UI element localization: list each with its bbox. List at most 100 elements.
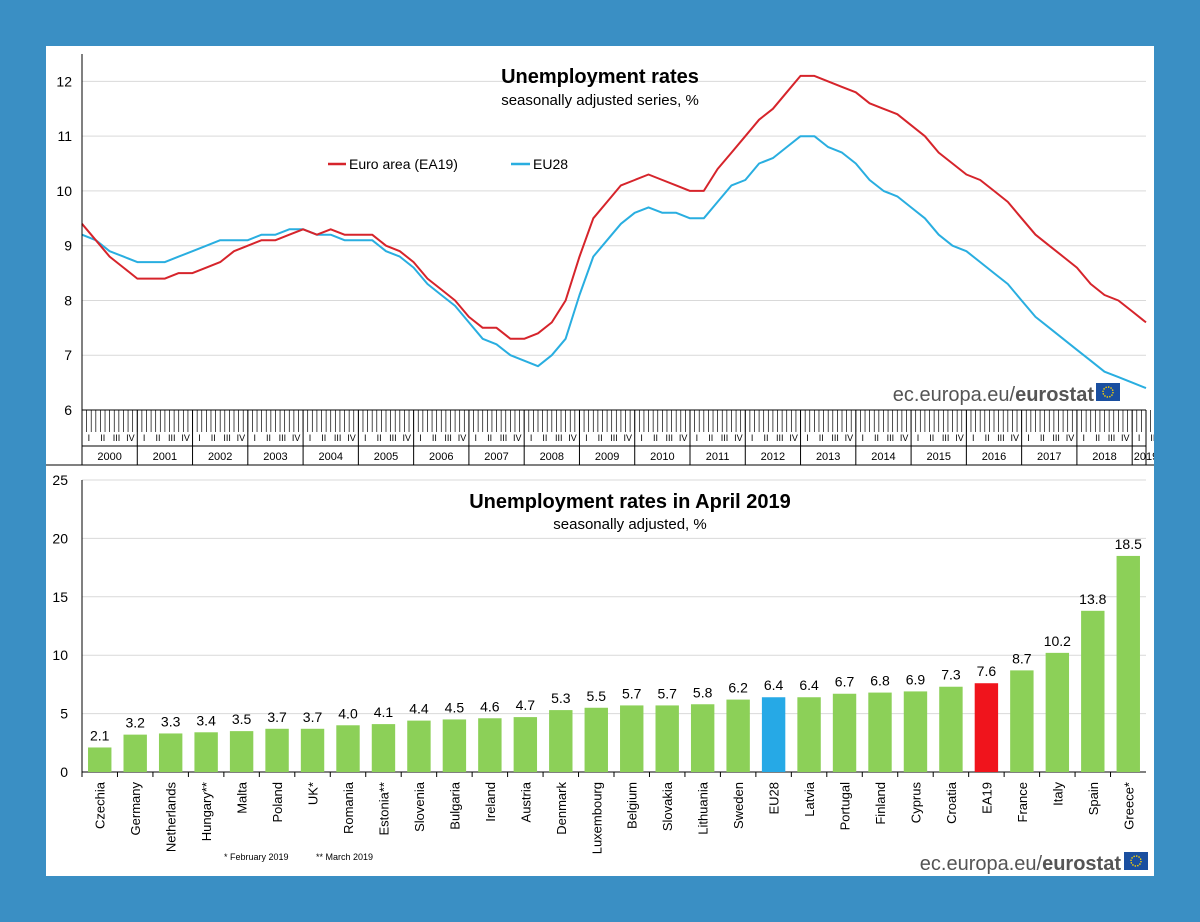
figure-canvas: 6 7 8 9 10 11 12 Unemployment rates seasonally… bbox=[46, 54, 1158, 875]
bar-value-label: 5.5 bbox=[587, 688, 607, 704]
category-label: Sweden bbox=[731, 782, 746, 829]
bar-value-label: 4.7 bbox=[516, 697, 536, 713]
bar-value-label: 6.7 bbox=[835, 674, 855, 690]
quarter-label: II bbox=[1150, 433, 1154, 443]
bar-value-label: 5.7 bbox=[657, 685, 677, 701]
quarter-label: II bbox=[653, 433, 658, 443]
quarter-label: II bbox=[819, 433, 824, 443]
category-label: Croatia bbox=[944, 781, 959, 824]
category-label: Italy bbox=[1050, 782, 1065, 806]
quarter-label: I bbox=[972, 433, 975, 443]
bar bbox=[868, 692, 892, 772]
quarter-label: III bbox=[279, 433, 287, 443]
bar-value-label: 3.5 bbox=[232, 711, 252, 727]
quarter-label: II bbox=[929, 433, 934, 443]
quarter-label: III bbox=[1052, 433, 1060, 443]
quarter-label: II bbox=[100, 433, 105, 443]
quarter-label: IV bbox=[955, 433, 964, 443]
quarter-label: IV bbox=[789, 433, 798, 443]
bar bbox=[88, 747, 112, 772]
legend-label-ea19: Euro area (EA19) bbox=[349, 156, 458, 172]
bar-value-label: 2.1 bbox=[90, 727, 110, 743]
source-domain: ec.europa.eu/ bbox=[893, 384, 1016, 406]
category-label: Portugal bbox=[838, 782, 853, 831]
bar-value-label: 7.3 bbox=[941, 667, 961, 683]
bottom-chart-title: Unemployment rates in April 2019 bbox=[469, 491, 791, 513]
year-label: 2005 bbox=[374, 451, 398, 463]
quarter-label: II bbox=[432, 433, 437, 443]
bottom-y-tick-label: 20 bbox=[52, 530, 68, 546]
footnote-march: ** March 2019 bbox=[316, 852, 373, 862]
bar bbox=[690, 704, 715, 772]
year-label: 2000 bbox=[97, 451, 121, 463]
quarter-label: III bbox=[113, 433, 121, 443]
top-gridlines bbox=[82, 80, 1146, 411]
bottom-y-tick-label: 15 bbox=[52, 589, 68, 605]
bar bbox=[726, 699, 750, 772]
top-y-tick-label: 10 bbox=[56, 183, 72, 199]
category-label: Poland bbox=[270, 782, 285, 822]
category-label: Romania bbox=[341, 781, 356, 834]
footnote-february: * February 2019 bbox=[224, 852, 289, 862]
category-label: Spain bbox=[1086, 782, 1101, 815]
quarter-label: I bbox=[198, 433, 201, 443]
category-label: Netherlands bbox=[164, 782, 179, 853]
category-label: France bbox=[1015, 782, 1030, 822]
year-label: 2003 bbox=[263, 451, 287, 463]
quarter-label: IV bbox=[237, 433, 246, 443]
top-y-tick-label: 7 bbox=[64, 347, 72, 363]
bar-value-label: 3.7 bbox=[267, 709, 287, 725]
quarter-label: II bbox=[1040, 433, 1045, 443]
category-label: Lithuania bbox=[696, 781, 711, 835]
quarter-label: II bbox=[874, 433, 879, 443]
quarter-label: II bbox=[487, 433, 492, 443]
year-label: 2001 bbox=[153, 451, 177, 463]
quarter-label: I bbox=[640, 433, 643, 443]
figure-frame: 6 7 8 9 10 11 12 Unemployment rates seasonally… bbox=[46, 46, 1158, 876]
quarter-label: IV bbox=[126, 433, 135, 443]
bar bbox=[442, 719, 467, 772]
quarter-label: I bbox=[475, 433, 478, 443]
bar-value-label: 6.4 bbox=[764, 677, 784, 693]
series-line-eu28 bbox=[81, 135, 1147, 390]
bar bbox=[229, 731, 254, 772]
year-label: 2006 bbox=[429, 451, 453, 463]
bar-value-label: 3.7 bbox=[303, 709, 323, 725]
quarter-label: IV bbox=[568, 433, 577, 443]
bar-value-label: 4.6 bbox=[480, 698, 500, 714]
top-chart-title: Unemployment rates bbox=[501, 66, 699, 88]
category-label: Finland bbox=[873, 782, 888, 825]
category-label: Malta bbox=[235, 781, 250, 814]
quarter-label: II bbox=[211, 433, 216, 443]
bar-chart: 0 5 10 15 20 25 Unemployment rates in April 2… bbox=[46, 464, 1154, 875]
quarter-label: I bbox=[861, 433, 864, 443]
bar-value-label: 13.8 bbox=[1079, 591, 1106, 607]
quarter-label: IV bbox=[347, 433, 356, 443]
quarter-label: II bbox=[598, 433, 603, 443]
quarter-label: IV bbox=[1066, 433, 1075, 443]
category-label: Slovenia bbox=[412, 781, 427, 832]
bar-value-label: 6.2 bbox=[728, 680, 748, 696]
source-label-bottom: ec.europa.eu/eurostat bbox=[920, 852, 1148, 875]
quarter-label: III bbox=[1108, 433, 1116, 443]
category-label: Germany bbox=[128, 782, 143, 836]
bar bbox=[158, 733, 183, 772]
bar bbox=[655, 705, 679, 772]
bar-value-label: 5.3 bbox=[551, 690, 571, 706]
category-label: Ireland bbox=[483, 782, 498, 822]
bar-value-label: 6.4 bbox=[799, 677, 819, 693]
bar-value-label: 8.7 bbox=[1012, 650, 1032, 666]
category-label: Bulgaria bbox=[447, 781, 462, 829]
legend: Euro area (EA19) EU28 bbox=[328, 156, 568, 172]
bar bbox=[1081, 610, 1105, 772]
quarter-label: I bbox=[309, 433, 312, 443]
bottom-y-tick-labels: 0 5 10 15 20 25 bbox=[52, 472, 68, 780]
quarter-label: III bbox=[776, 433, 784, 443]
year-label: 2019 bbox=[1134, 451, 1154, 463]
series-line-ea19 bbox=[81, 74, 1147, 340]
quarter-label: I bbox=[143, 433, 146, 443]
bar bbox=[478, 718, 502, 772]
legend-label-eu28: EU28 bbox=[533, 156, 568, 172]
quarter-label: III bbox=[168, 433, 176, 443]
bar bbox=[832, 693, 857, 772]
